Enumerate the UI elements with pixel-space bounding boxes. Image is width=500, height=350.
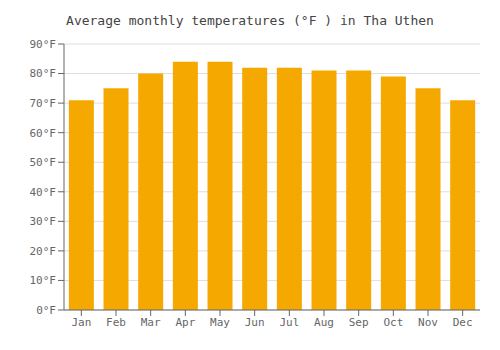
svg-text:May: May: [210, 316, 230, 329]
svg-text:Oct: Oct: [383, 316, 403, 329]
svg-text:Dec: Dec: [453, 316, 473, 329]
svg-text:Jun: Jun: [245, 316, 265, 329]
svg-text:Jan: Jan: [71, 316, 91, 329]
svg-text:10°F: 10°F: [30, 274, 57, 287]
svg-text:90°F: 90°F: [30, 38, 57, 51]
svg-text:Jul: Jul: [279, 316, 299, 329]
svg-text:70°F: 70°F: [30, 97, 57, 110]
svg-text:20°F: 20°F: [30, 245, 57, 258]
svg-text:Aug: Aug: [314, 316, 334, 329]
svg-text:60°F: 60°F: [30, 127, 57, 140]
svg-text:40°F: 40°F: [30, 186, 57, 199]
svg-text:Apr: Apr: [175, 316, 195, 329]
svg-text:Mar: Mar: [141, 316, 161, 329]
svg-text:50°F: 50°F: [30, 156, 57, 169]
svg-text:Nov: Nov: [418, 316, 438, 329]
svg-text:30°F: 30°F: [30, 215, 57, 228]
svg-text:Sep: Sep: [349, 316, 369, 329]
svg-text:0°F: 0°F: [36, 304, 56, 317]
svg-text:Feb: Feb: [106, 316, 126, 329]
svg-text:80°F: 80°F: [30, 67, 57, 80]
html-text:Average monthly temperatures (: Average monthly temperatures (°F ) in Th…: [66, 13, 434, 28]
